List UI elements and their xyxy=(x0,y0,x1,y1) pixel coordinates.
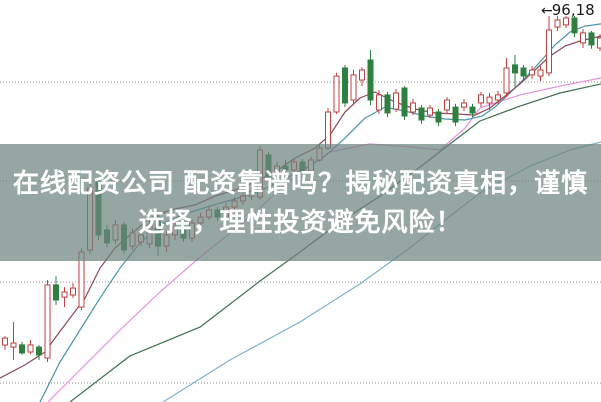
left-arrow-icon: ← xyxy=(541,3,553,19)
price-label: 96,18 xyxy=(551,1,595,19)
price-marker: ←96,18 xyxy=(541,0,595,20)
